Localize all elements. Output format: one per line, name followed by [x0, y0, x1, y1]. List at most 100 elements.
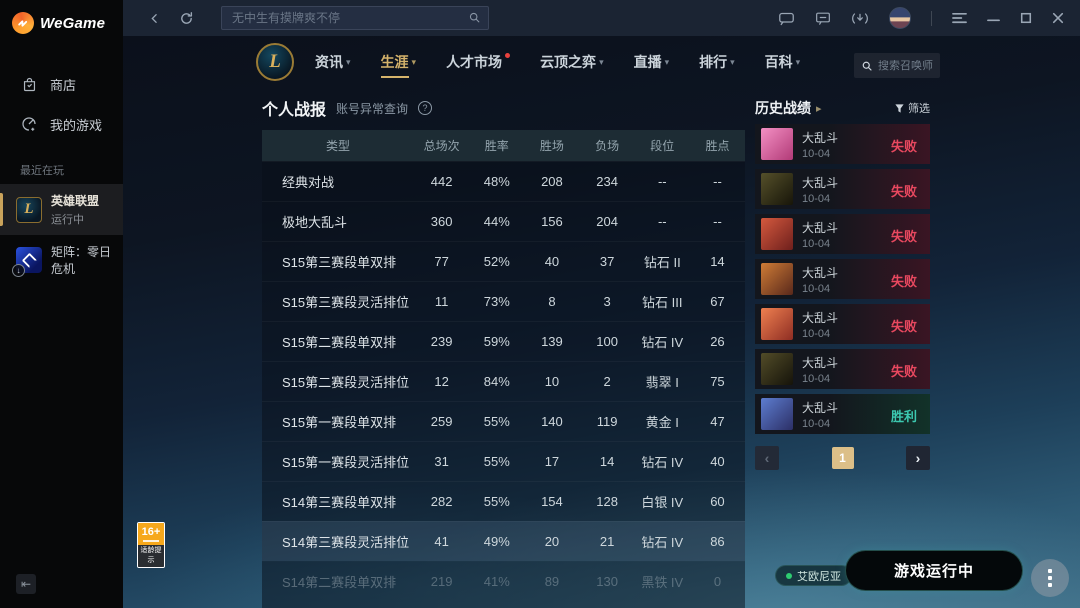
report-table-row[interactable]: 极地大乱斗 360 44% 156 204 -- -- — [262, 201, 745, 241]
match-history-item[interactable]: 大乱斗 10-04 失败 — [755, 124, 930, 164]
user-avatar[interactable] — [889, 7, 911, 29]
match-history-item[interactable]: 大乱斗 10-04 失败 — [755, 169, 930, 209]
table-cell: 黑铁 IV — [641, 575, 684, 590]
match-result: 失败 — [890, 184, 917, 199]
report-table-row[interactable]: S15第二赛段灵活排位 12 84% 10 2 翡翠 I 75 — [262, 361, 745, 401]
sidebar: WeGame 商店 我的游戏 最近在玩 L 英雄联盟 运行中 ↓ 矩阵：零日危机 ⇤ — [0, 0, 123, 608]
table-cell: 49% — [483, 534, 510, 549]
match-history-item[interactable]: 大乱斗 10-04 失败 — [755, 304, 930, 344]
search-icon — [861, 60, 873, 72]
column-header: 负场 — [595, 139, 620, 153]
match-history-list: 大乱斗 10-04 失败 大乱斗 10-04 失败 大乱斗 10-04 失败 大乱斗 10-04 失败… — [755, 124, 930, 434]
match-history-item[interactable]: 大乱斗 10-04 胜利 — [755, 394, 930, 434]
server-badge[interactable]: 艾欧尼亚 — [775, 565, 852, 586]
report-table: 类型 总场次 胜率 胜场 负场 段位 胜点 经典对战 442 48% 208 234 -- -- 极地大乱… — [262, 130, 745, 608]
help-icon[interactable]: ? — [418, 101, 433, 115]
tab-ranking[interactable]: 排行 ▾ — [699, 52, 735, 72]
summoner-search-input[interactable] — [878, 59, 933, 72]
table-cell: 156 — [541, 214, 563, 229]
tab-wiki[interactable]: 百科 ▾ — [765, 52, 801, 72]
report-table-row[interactable]: S14第二赛段单双排 219 41% 89 130 黑铁 IV 0 — [262, 561, 745, 601]
history-header: 历史战绩 ▸ 筛选 — [755, 98, 930, 118]
assistant-bot-icon[interactable] — [778, 11, 795, 26]
report-table-row[interactable]: S15第一赛段单双排 259 55% 140 119 黄金 I 47 — [262, 401, 745, 441]
store-bag-icon — [20, 75, 38, 93]
sidebar-item-my-games[interactable]: 我的游戏 — [0, 104, 123, 144]
table-cell: 204 — [596, 214, 618, 229]
report-table-row[interactable]: S15第三赛段单双排 77 52% 40 37 钻石 II 14 — [262, 241, 745, 281]
table-cell: S14第二赛段单双排 — [282, 575, 397, 590]
topbar-divider — [931, 10, 932, 26]
maximize-button[interactable] — [1020, 12, 1032, 24]
sidebar-item-store[interactable]: 商店 — [0, 64, 123, 104]
history-title[interactable]: 历史战绩 — [755, 100, 811, 116]
table-cell: 130 — [596, 574, 618, 589]
top-search-input[interactable] — [221, 6, 489, 30]
table-cell: 140 — [541, 414, 563, 429]
sidebar-item-matrix[interactable]: ↓ 矩阵：零日危机 — [0, 235, 123, 285]
table-cell: 154 — [541, 494, 563, 509]
game-running-button[interactable]: 游戏运行中 — [845, 550, 1023, 591]
table-cell: 白银 IV — [641, 495, 684, 510]
age-rating-caption: 适龄提示 — [138, 545, 164, 567]
lol-game-logo[interactable]: L — [256, 43, 294, 81]
table-cell: S15第一赛段单双排 — [282, 415, 397, 430]
filter-button[interactable]: 筛选 — [895, 100, 930, 116]
report-table-row[interactable]: 经典对战 442 48% 208 234 -- -- — [262, 161, 745, 201]
sidebar-item-label: 我的游戏 — [50, 117, 103, 133]
page-number-button[interactable]: 1 — [831, 447, 854, 469]
column-header: 类型 — [325, 139, 350, 153]
minimize-button[interactable] — [987, 12, 1000, 24]
match-history-item[interactable]: 大乱斗 10-04 失败 — [755, 259, 930, 299]
next-page-button[interactable]: › — [906, 446, 930, 470]
table-cell: 11 — [434, 294, 449, 309]
match-history-item[interactable]: 大乱斗 10-04 失败 — [755, 214, 930, 254]
match-text: 大乱斗 10-04 — [802, 354, 838, 385]
tab-tft[interactable]: 云顶之弈 ▾ — [540, 52, 604, 72]
main-menu-icon[interactable] — [952, 12, 967, 24]
age-rating-badge[interactable]: 16+ 适龄提示 — [137, 522, 165, 568]
age-rating-top: 16+ — [138, 523, 164, 545]
chevron-down-icon: ▾ — [346, 57, 351, 67]
report-table-row[interactable]: S15第一赛段灵活排位 31 55% 17 14 钻石 IV 40 — [262, 441, 745, 481]
match-mode: 大乱斗 — [802, 220, 839, 235]
summoner-search — [854, 53, 940, 78]
tab-career[interactable]: 生涯 ▾ — [380, 52, 416, 78]
tab-live[interactable]: 直播 ▾ — [634, 52, 670, 72]
table-cell: 128 — [596, 494, 618, 509]
table-cell: 67 — [710, 294, 725, 309]
table-cell: 84% — [483, 374, 510, 389]
close-button[interactable] — [1052, 12, 1064, 24]
report-table-row[interactable]: S14第三赛段灵活排位 41 49% 20 21 钻石 IV 86 — [262, 521, 745, 561]
tab-market[interactable]: 人才市场 — [446, 52, 511, 72]
match-date: 10-04 — [802, 327, 831, 340]
table-cell: 73% — [483, 294, 510, 309]
sidebar-item-lol[interactable]: L 英雄联盟 运行中 — [0, 184, 123, 235]
back-button[interactable] — [143, 7, 165, 29]
messages-icon[interactable] — [815, 11, 831, 26]
more-options-button[interactable] — [1031, 559, 1069, 597]
download-badge-icon: ↓ — [12, 264, 25, 277]
wegame-logo[interactable]: WeGame — [0, 0, 123, 34]
table-cell: 40 — [544, 254, 560, 269]
account-anomaly-link[interactable]: 账号异常查询 — [336, 101, 409, 116]
report-header: 个人战报 账号异常查询 ? — [262, 96, 433, 120]
column-header: 段位 — [650, 139, 675, 153]
match-history-item[interactable]: 大乱斗 10-04 失败 — [755, 349, 930, 389]
table-cell: 钻石 IV — [641, 535, 684, 550]
downloads-icon[interactable] — [851, 11, 869, 26]
refresh-button[interactable] — [175, 7, 197, 29]
report-table-row[interactable]: S15第二赛段单双排 239 59% 139 100 钻石 IV 26 — [262, 321, 745, 361]
report-table-row[interactable]: S15第三赛段灵活排位 11 73% 8 3 钻石 III 67 — [262, 281, 745, 321]
prev-page-button[interactable]: ‹ — [755, 446, 779, 470]
tab-label: 资讯 — [315, 54, 343, 70]
age-rating-value: 16+ — [141, 526, 161, 538]
table-cell: 41% — [483, 574, 510, 589]
collapse-sidebar-button[interactable]: ⇤ — [16, 574, 36, 594]
table-cell: -- — [657, 214, 667, 229]
report-table-row[interactable]: S14第三赛段单双排 282 55% 154 128 白银 IV 60 — [262, 481, 745, 521]
match-date: 10-04 — [802, 282, 831, 295]
wegame-logo-icon — [12, 12, 34, 34]
table-cell: 2 — [603, 374, 611, 389]
tab-news[interactable]: 资讯 ▾ — [315, 52, 351, 72]
